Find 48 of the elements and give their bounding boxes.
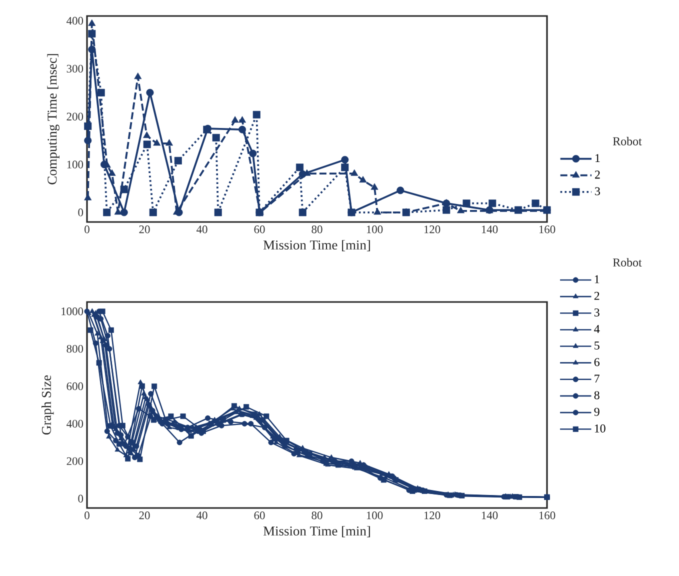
- x-tick-label: 20: [139, 226, 150, 234]
- x-tick-label: 140: [482, 512, 498, 520]
- x-tick-label: 80: [312, 512, 322, 520]
- y-tick-label: 0: [78, 494, 84, 502]
- x-tick-label: 140: [482, 226, 498, 234]
- legend-title: Robot: [612, 258, 642, 267]
- y-axis-title: Computing Time [msec]: [47, 54, 60, 184]
- legend-label: 8: [594, 391, 600, 400]
- y-tick-label: 600: [66, 382, 84, 390]
- y-tick-label: 800: [66, 344, 84, 353]
- x-tick-label: 0: [84, 226, 90, 234]
- legend-label: 3: [595, 187, 600, 196]
- legend-label: 7: [594, 374, 600, 383]
- x-tick-label: 60: [254, 226, 265, 234]
- y-tick-label: 1000: [62, 308, 84, 316]
- legend-label: 10: [594, 424, 606, 432]
- legend-label: 4: [594, 325, 600, 333]
- y-tick-label: 300: [66, 64, 84, 73]
- x-tick-label: 80: [312, 226, 322, 234]
- y-tick-label: 200: [66, 457, 84, 466]
- legend-title: Robot: [612, 136, 642, 146]
- y-tick-label: 100: [67, 160, 84, 168]
- legend-label: 1: [596, 154, 600, 162]
- y-axis-title: Graph Size: [42, 375, 54, 435]
- x-tick-label: 20: [139, 512, 150, 520]
- legend-label: 6: [594, 358, 600, 366]
- x-tick-label: 120: [424, 226, 440, 234]
- x-tick-label: 0: [84, 512, 90, 520]
- x-axis-title: Mission Time [min]: [263, 526, 370, 538]
- x-tick-label: 100: [366, 226, 383, 234]
- y-tick-label: 400: [66, 420, 84, 428]
- x-tick-label: 40: [196, 226, 208, 234]
- legend-label: 2: [595, 170, 600, 179]
- legend-label: 5: [594, 342, 600, 350]
- x-tick-label: 160: [539, 512, 556, 520]
- legend-label: 2: [594, 292, 600, 300]
- x-tick-label: 100: [366, 512, 383, 520]
- legend-label: 9: [594, 408, 600, 416]
- x-tick-label: 60: [254, 512, 265, 520]
- y-tick-label: 0: [78, 208, 84, 216]
- legend-label: 3: [594, 308, 600, 316]
- x-tick-label: 120: [424, 512, 440, 520]
- y-tick-label: 400: [66, 16, 84, 25]
- legend-label: 1: [594, 275, 600, 284]
- x-tick-label: 160: [539, 226, 556, 234]
- x-axis-title: Mission Time [min]: [263, 240, 370, 252]
- y-tick-label: 200: [66, 112, 84, 120]
- x-tick-label: 40: [196, 512, 208, 520]
